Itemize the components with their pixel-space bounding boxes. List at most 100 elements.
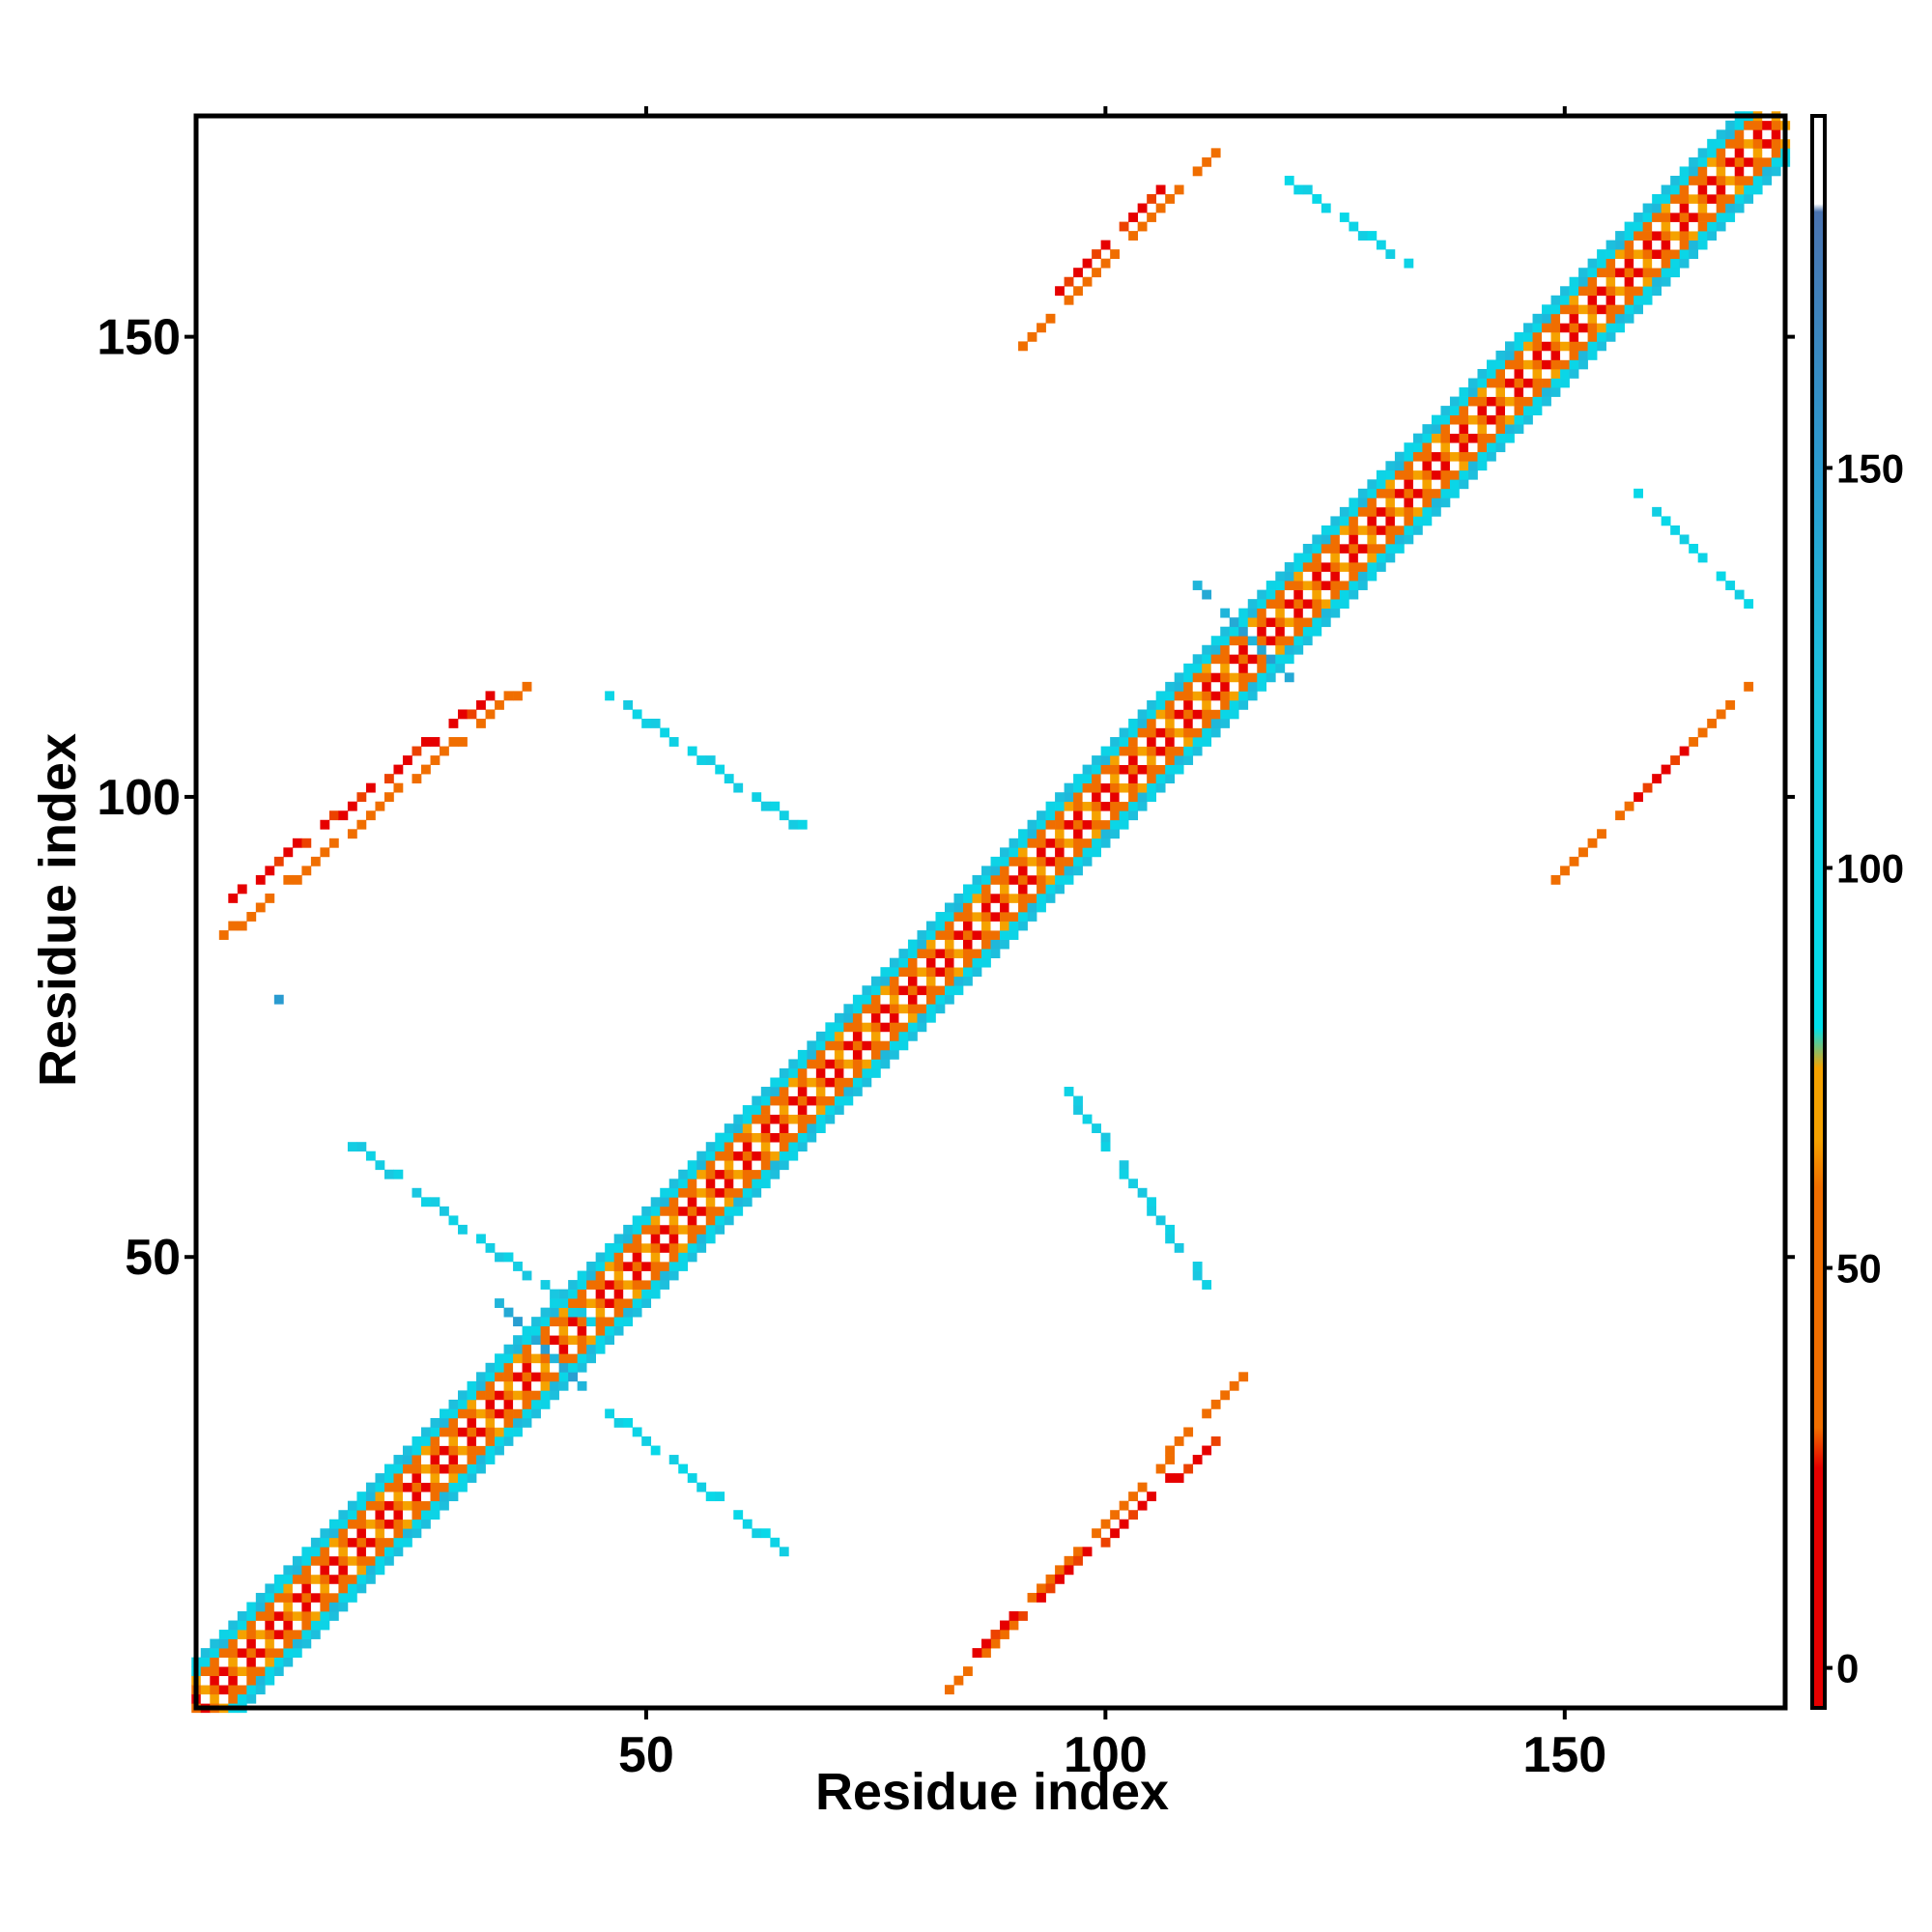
heatmap-cell — [1037, 866, 1046, 876]
heatmap-cell — [944, 939, 954, 950]
heatmap-cell — [1321, 571, 1331, 582]
heatmap-cell — [1689, 737, 1699, 747]
heatmap-cell — [1027, 838, 1037, 848]
heatmap-cell — [1192, 709, 1203, 720]
heatmap-cell — [1412, 488, 1423, 498]
heatmap-cell — [705, 1179, 716, 1189]
heatmap-cell — [760, 1123, 771, 1133]
heatmap-cell — [880, 1031, 891, 1041]
heatmap-cell — [752, 792, 762, 803]
heatmap-cell — [1752, 120, 1763, 130]
heatmap-cell — [495, 1445, 504, 1456]
heatmap-cell — [815, 1114, 826, 1124]
heatmap-cell — [1542, 368, 1551, 379]
heatmap-cell — [1477, 396, 1488, 407]
heatmap-cell — [1467, 433, 1478, 443]
heatmap-cell — [660, 1197, 670, 1208]
heatmap-cell — [356, 1492, 367, 1502]
heatmap-cell — [715, 1206, 725, 1216]
heatmap-cell — [889, 967, 899, 978]
heatmap-cell — [742, 1123, 753, 1133]
heatmap-cell — [1055, 884, 1065, 895]
heatmap-cell — [1202, 737, 1212, 747]
heatmap-cell — [1128, 231, 1139, 241]
heatmap-cell — [476, 1445, 486, 1456]
heatmap-cell — [972, 912, 982, 922]
heatmap-cell — [1725, 175, 1736, 185]
heatmap-cell — [255, 902, 266, 913]
heatmap-cell — [1578, 268, 1588, 278]
heatmap-cell — [476, 1455, 486, 1464]
heatmap-cell — [990, 921, 1001, 931]
heatmap-cell — [1560, 286, 1570, 297]
heatmap-cell — [200, 1685, 211, 1695]
heatmap-cell — [1238, 663, 1249, 673]
heatmap-cell — [495, 699, 504, 710]
heatmap-cell — [513, 691, 523, 701]
heatmap-cell — [237, 1630, 247, 1639]
heatmap-cell — [1119, 774, 1129, 784]
heatmap-cell — [1560, 378, 1570, 388]
heatmap-cell — [1597, 258, 1606, 269]
heatmap-cell — [733, 1160, 744, 1171]
heatmap-cell — [1247, 644, 1258, 655]
heatmap-cell — [605, 691, 615, 701]
heatmap-cell — [935, 1004, 946, 1014]
heatmap-cell — [1697, 240, 1708, 250]
heatmap-cell — [1275, 581, 1286, 590]
heatmap-cell — [1229, 691, 1239, 701]
heatmap-cell — [687, 1179, 697, 1189]
heatmap-cell — [925, 985, 936, 996]
heatmap-cell — [1495, 406, 1506, 415]
heatmap-cell — [981, 1648, 991, 1658]
heatmap-cell — [852, 1067, 863, 1078]
heatmap-cell — [963, 921, 973, 931]
heatmap-cell — [724, 1169, 734, 1179]
heatmap-cell — [870, 1067, 881, 1078]
heatmap-cell — [1707, 213, 1718, 222]
heatmap-cell — [834, 1012, 844, 1023]
heatmap-cell — [1725, 699, 1736, 710]
heatmap-cell — [807, 1132, 817, 1143]
heatmap-cell — [467, 1380, 477, 1391]
heatmap-cell — [696, 1482, 707, 1492]
heatmap-cell — [1376, 497, 1386, 508]
heatmap-cell — [1477, 433, 1488, 443]
heatmap-cell — [1587, 323, 1598, 333]
heatmap-cell — [1312, 194, 1322, 204]
heatmap-cell — [402, 1510, 412, 1520]
heatmap-cell — [1725, 148, 1736, 158]
heatmap-cell — [687, 1234, 697, 1244]
heatmap-cell — [1229, 654, 1239, 665]
heatmap-cell — [393, 1473, 404, 1483]
heatmap-cell — [623, 699, 634, 710]
heatmap-cell — [1725, 129, 1736, 140]
heatmap-cell — [347, 1528, 357, 1539]
heatmap-cell — [1064, 276, 1074, 287]
heatmap-cell — [365, 1547, 376, 1557]
heatmap-cell — [1652, 258, 1662, 269]
heatmap-cell — [1449, 451, 1460, 462]
heatmap-cell — [1716, 129, 1726, 140]
heatmap-cell — [420, 1436, 431, 1446]
heatmap-cell — [577, 1270, 587, 1281]
heatmap-cell — [898, 1012, 909, 1023]
heatmap-cell — [1312, 534, 1322, 545]
heatmap-cell — [935, 985, 946, 996]
heatmap-cell — [678, 1262, 689, 1271]
heatmap-cell — [430, 1492, 440, 1502]
heatmap-cell — [963, 967, 973, 978]
heatmap-cell — [1284, 617, 1294, 628]
heatmap-cell — [586, 1289, 596, 1299]
heatmap-cell — [1440, 451, 1451, 462]
heatmap-cell — [420, 1197, 431, 1208]
heatmap-cell — [1110, 829, 1120, 839]
heatmap-cell — [1587, 304, 1598, 315]
heatmap-cell — [1027, 884, 1037, 895]
heatmap-cell — [1147, 746, 1157, 756]
heatmap-cell — [1119, 746, 1129, 756]
heatmap-cell — [843, 1087, 854, 1096]
heatmap-cell — [255, 1620, 266, 1631]
heatmap-cell — [1027, 1592, 1037, 1603]
heatmap-cell — [356, 792, 367, 803]
